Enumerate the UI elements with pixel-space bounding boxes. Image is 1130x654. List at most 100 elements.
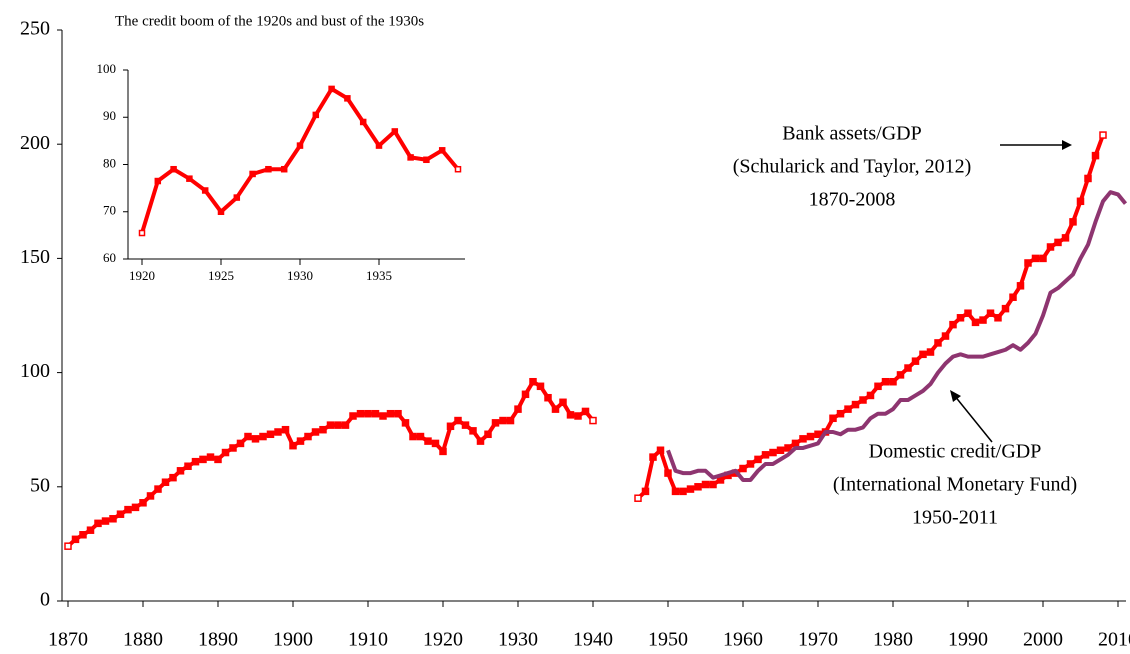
point-marker xyxy=(236,439,245,448)
point-marker xyxy=(1009,293,1017,301)
series-line xyxy=(666,190,1128,482)
annotation: (Schularick and Taylor, 2012) xyxy=(733,156,971,178)
point-marker xyxy=(844,405,852,413)
point-marker xyxy=(641,487,650,496)
point-marker xyxy=(754,455,762,464)
x-tick-label: 1870 xyxy=(48,629,88,651)
point-marker xyxy=(191,457,200,466)
y-tick-label: 100 xyxy=(97,61,117,76)
point-marker xyxy=(124,505,132,514)
y-tick-label: 200 xyxy=(20,132,50,154)
point-marker xyxy=(784,444,792,452)
point-marker xyxy=(971,318,980,327)
point-marker xyxy=(186,175,193,182)
point-marker xyxy=(536,382,545,391)
point-marker xyxy=(469,427,477,435)
y-tick-label: 90 xyxy=(103,108,116,123)
point-marker xyxy=(184,462,192,470)
point-marker xyxy=(461,421,470,429)
point-marker xyxy=(529,377,537,386)
point-marker xyxy=(656,446,665,455)
y-tick-label: 80 xyxy=(103,155,116,170)
point-marker xyxy=(934,339,942,347)
point-marker xyxy=(769,448,777,457)
point-marker xyxy=(874,382,882,391)
point-marker xyxy=(154,177,162,185)
point-marker xyxy=(979,316,987,324)
point-marker xyxy=(401,419,410,427)
point-marker xyxy=(1061,234,1070,242)
point-marker xyxy=(326,421,335,429)
point-marker xyxy=(356,409,365,418)
annotation: Domestic credit/GDP xyxy=(869,441,1042,463)
point-marker xyxy=(94,519,102,528)
point-marker xyxy=(438,147,446,154)
point-marker xyxy=(266,430,275,439)
point-marker xyxy=(386,409,395,418)
point-marker xyxy=(866,391,875,400)
point-marker xyxy=(506,416,515,425)
x-tick-label: 1920 xyxy=(129,268,155,283)
point-marker xyxy=(694,483,702,491)
point-marker xyxy=(359,118,367,126)
point-marker xyxy=(1076,197,1085,206)
point-marker xyxy=(375,142,383,149)
point-marker xyxy=(229,444,237,452)
x-tick-label: 1910 xyxy=(348,629,388,651)
point-marker xyxy=(889,377,897,386)
y-tick-label: 100 xyxy=(20,360,50,382)
point-marker xyxy=(206,453,215,461)
point-marker xyxy=(251,435,260,443)
point-marker xyxy=(169,473,177,482)
point-marker xyxy=(101,517,110,525)
point-marker xyxy=(671,487,680,496)
point-marker xyxy=(574,412,582,420)
point-marker xyxy=(919,350,927,359)
x-tick-label: 1990 xyxy=(948,629,988,651)
point-marker xyxy=(446,422,455,431)
point-marker xyxy=(274,428,282,436)
point-marker xyxy=(776,446,785,455)
point-marker xyxy=(341,421,350,429)
point-marker xyxy=(319,425,327,434)
point-marker xyxy=(280,165,288,173)
point-marker xyxy=(328,85,335,93)
point-marker xyxy=(217,208,225,215)
point-marker xyxy=(407,154,414,161)
point-marker xyxy=(259,432,267,441)
point-marker xyxy=(201,187,209,194)
point-marker xyxy=(581,407,590,416)
x-tick-label: 1980 xyxy=(873,629,913,651)
point-marker xyxy=(334,421,342,429)
x-tick-label: 1900 xyxy=(273,629,313,651)
point-marker xyxy=(349,412,357,420)
point-marker xyxy=(416,432,425,441)
point-marker xyxy=(799,435,807,443)
point-marker xyxy=(1099,131,1107,139)
point-marker xyxy=(454,165,462,173)
point-marker xyxy=(649,453,657,461)
point-marker xyxy=(139,499,147,507)
point-marker xyxy=(829,414,837,423)
x-tick-label: 1880 xyxy=(123,629,163,651)
point-marker xyxy=(344,95,351,102)
point-marker xyxy=(551,405,560,413)
point-marker xyxy=(709,480,717,489)
point-marker xyxy=(249,170,256,178)
point-marker xyxy=(296,142,304,149)
point-marker xyxy=(1046,243,1055,251)
point-marker xyxy=(1069,218,1077,226)
point-marker xyxy=(499,416,507,425)
annotation: 1950-2011 xyxy=(912,507,998,529)
point-marker xyxy=(1024,259,1032,267)
point-marker xyxy=(391,128,399,135)
point-marker xyxy=(154,485,162,493)
point-marker xyxy=(941,332,950,340)
point-marker xyxy=(161,478,170,486)
point-marker xyxy=(424,437,432,445)
point-marker xyxy=(851,400,860,409)
annotation: Bank assets/GDP xyxy=(782,123,921,145)
x-tick-label: 1935 xyxy=(366,268,392,283)
point-marker xyxy=(739,464,747,473)
point-marker xyxy=(484,430,492,439)
